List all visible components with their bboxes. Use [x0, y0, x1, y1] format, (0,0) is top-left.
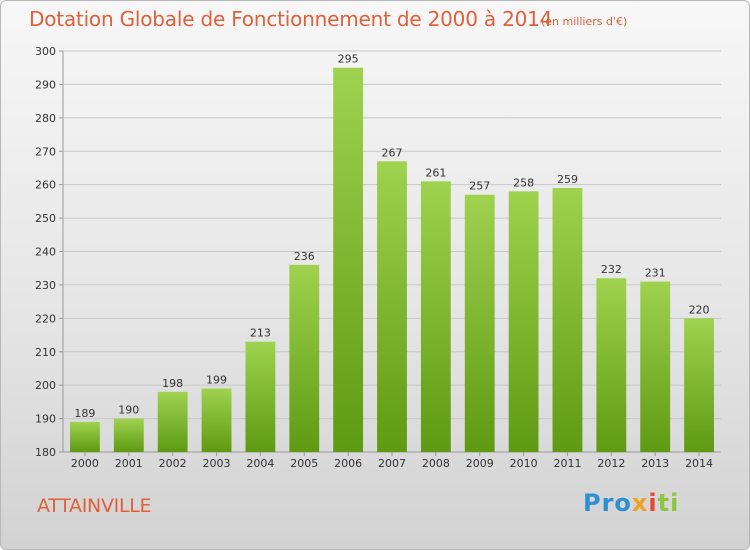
x-tick-label: 2001 — [115, 457, 143, 470]
y-tick-label: 200 — [35, 379, 56, 392]
x-tick-label: 2008 — [422, 457, 450, 470]
bars: 189 190 198 199 213 236 295 267 261 257 258 259 232 2… — [70, 53, 714, 453]
bar — [377, 161, 407, 452]
bar — [596, 278, 627, 452]
x-tick-label: 2003 — [203, 457, 231, 470]
x-tick-label: 2011 — [553, 457, 581, 470]
logo-part-4: ti — [657, 489, 680, 517]
bar-value-label: 213 — [250, 327, 271, 340]
chart-unit-subtitle: (en milliers d'€) — [541, 15, 628, 28]
bar-value-label: 198 — [162, 377, 183, 390]
bar-value-label: 295 — [338, 53, 359, 66]
y-tick-label: 190 — [35, 413, 56, 426]
bar-value-label: 236 — [294, 250, 315, 263]
bar — [333, 67, 364, 452]
bar-value-label: 190 — [118, 404, 139, 417]
bar — [70, 421, 100, 452]
bar — [552, 188, 583, 452]
y-tick-label: 230 — [35, 279, 56, 292]
bar-value-label: 232 — [601, 263, 622, 276]
bar — [684, 318, 714, 452]
y-tick-label: 220 — [35, 312, 56, 325]
bar-value-label: 231 — [645, 267, 666, 280]
x-tick-label: 2014 — [685, 457, 713, 470]
x-tick-label: 2004 — [246, 457, 274, 470]
bar-value-label: 267 — [382, 146, 403, 159]
y-tick-label: 270 — [35, 145, 56, 158]
bar-value-label: 258 — [513, 176, 534, 189]
x-tick-label: 2013 — [641, 457, 669, 470]
x-tick-label: 2007 — [378, 457, 406, 470]
y-tick-label: 280 — [35, 112, 56, 125]
bar — [113, 418, 144, 452]
y-tick-label: 290 — [35, 78, 56, 91]
x-tick-label: 2002 — [159, 457, 187, 470]
bar — [289, 264, 320, 452]
x-tick-label: 2010 — [510, 457, 538, 470]
x-tick-label: 2009 — [466, 457, 494, 470]
x-tick-label: 2000 — [71, 457, 99, 470]
bar-value-label: 189 — [74, 407, 95, 420]
logo-part-2: x — [631, 489, 649, 517]
chart-title: Dotation Globale de Fonctionnement de 20… — [29, 7, 553, 31]
bar — [201, 388, 232, 452]
bar — [508, 191, 539, 452]
proxiti-logo[interactable]: Proxiti — [583, 489, 679, 517]
bar-value-label: 220 — [689, 303, 710, 316]
y-tick-label: 300 — [35, 45, 56, 58]
bar — [464, 194, 495, 453]
logo-part-3: i — [648, 489, 658, 517]
bar — [640, 281, 671, 452]
y-tick-label: 210 — [35, 346, 56, 359]
axis-ticks: 180 190 200 210 220 230 240 250 260 270 280 290 300 2… — [35, 45, 713, 470]
bar-value-label: 257 — [469, 180, 490, 193]
bar — [420, 181, 451, 452]
x-tick-label: 2005 — [290, 457, 318, 470]
bar-value-label: 261 — [425, 166, 446, 179]
y-tick-label: 240 — [35, 246, 56, 259]
bar — [157, 391, 188, 452]
y-tick-label: 250 — [35, 212, 56, 225]
y-tick-label: 180 — [35, 446, 56, 459]
bar — [245, 341, 276, 452]
y-tick-label: 260 — [35, 179, 56, 192]
commune-name: ATTAINVILLE — [37, 495, 152, 517]
x-tick-label: 2006 — [334, 457, 362, 470]
bar-value-label: 259 — [557, 173, 578, 186]
x-tick-label: 2012 — [597, 457, 625, 470]
bar-value-label: 199 — [206, 374, 227, 387]
logo-part-1: Pro — [583, 489, 632, 517]
